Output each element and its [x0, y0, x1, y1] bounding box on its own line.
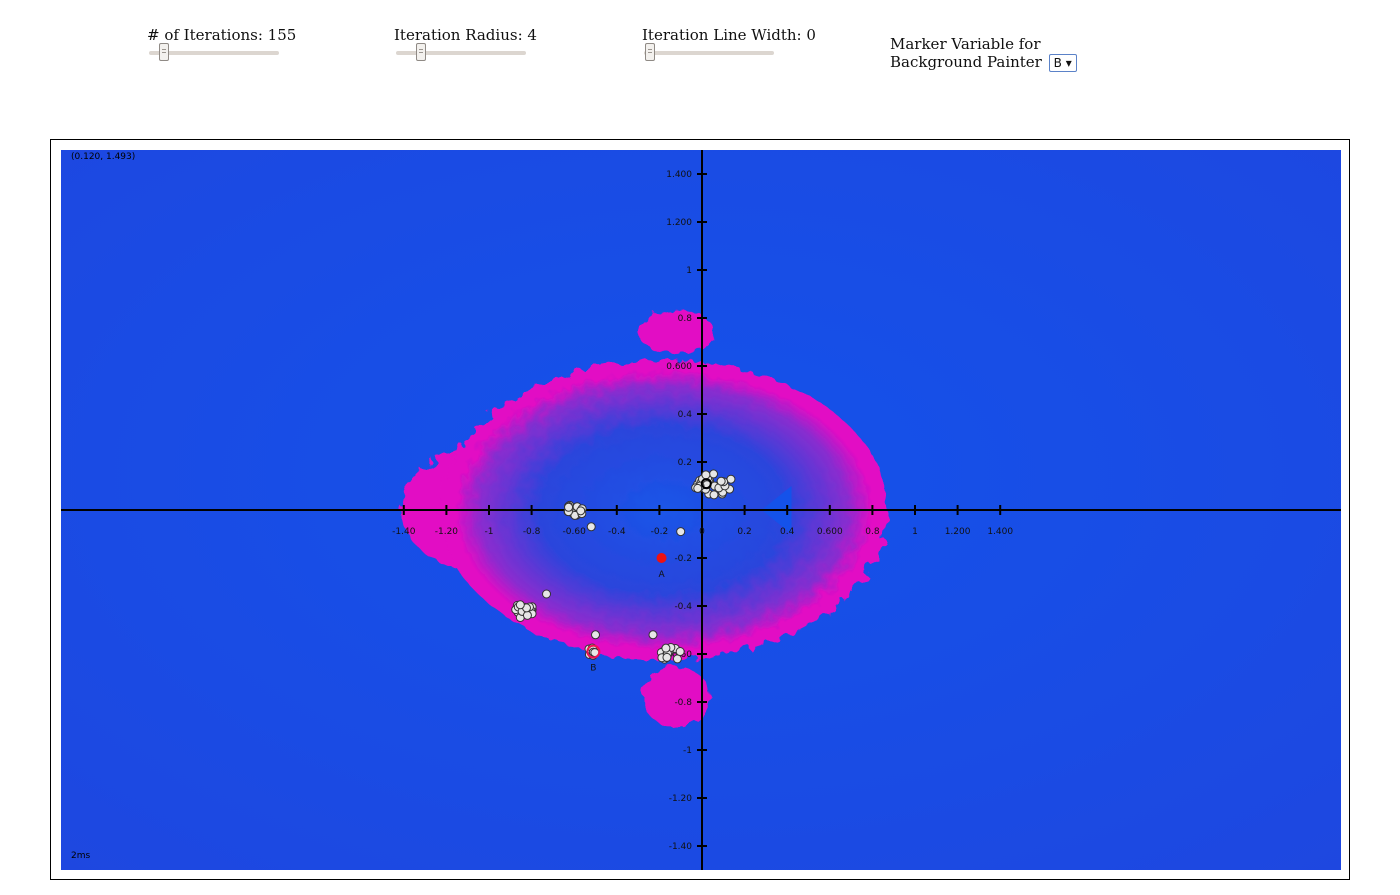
x-tick-label: 1.400: [987, 527, 1013, 537]
y-tick-label: -1: [683, 746, 692, 756]
line-width-slider-track[interactable]: [644, 51, 774, 55]
orbit-point: [649, 631, 657, 639]
iterations-slider[interactable]: [149, 49, 279, 57]
chevron-down-icon: ▾: [1066, 56, 1072, 70]
x-tick-label: 1.200: [945, 527, 971, 537]
y-tick-label: -0.4: [674, 602, 692, 612]
radius-slider-thumb[interactable]: [416, 43, 426, 61]
x-tick-label: -0.2: [651, 527, 669, 537]
orbit-point: [710, 491, 718, 499]
marker-a-dot[interactable]: [657, 553, 667, 563]
marker-control: Marker Variable for Background Painter B…: [890, 35, 1130, 72]
y-tick-label: 0.2: [678, 458, 692, 468]
x-tick-label: 0.4: [780, 527, 795, 537]
marker-select-value: B: [1054, 56, 1062, 70]
orbit-point: [702, 471, 710, 479]
orbit-point: [587, 523, 595, 531]
orbit-point: [592, 631, 600, 639]
line-width-slider[interactable]: [644, 49, 774, 57]
marker-select[interactable]: B ▾: [1049, 54, 1077, 72]
x-tick-label: 0: [699, 527, 705, 537]
y-tick-label: -0.2: [674, 554, 692, 564]
x-tick-label: -0.8: [523, 527, 541, 537]
orbit-point: [673, 655, 681, 663]
y-tick-label: -1.20: [669, 794, 693, 804]
x-tick-label: -0.60: [563, 527, 587, 537]
y-tick-label: 0.8: [678, 314, 693, 324]
y-tick-label: -1.40: [669, 842, 693, 852]
y-tick-label: 1.200: [666, 218, 692, 228]
orbit-point: [677, 528, 685, 536]
plot-frame: -1.40 -1.20 -1 -0.8 -0.60 -0.4 -0.2 0 0.2 0.4 0.60…: [50, 139, 1350, 880]
orbit-point: [516, 601, 524, 609]
orbit-point: [717, 477, 725, 485]
marker-label: B: [590, 664, 596, 674]
y-tick-label: 1: [686, 266, 692, 276]
marker-label: A: [658, 570, 665, 580]
radius-slider[interactable]: [396, 49, 526, 57]
x-tick-label: 0.8: [865, 527, 880, 537]
coordinate-readout: (0.120, 1.493): [71, 152, 135, 162]
orbit-point: [565, 503, 573, 511]
x-tick-label: -0.4: [608, 527, 626, 537]
x-tick-label: -1: [485, 527, 494, 537]
x-tick-label: 0.600: [817, 527, 843, 537]
orbit-point: [710, 470, 718, 478]
iterations-slider-thumb[interactable]: [159, 43, 169, 61]
iterations-label: # of Iterations: 155: [147, 26, 296, 44]
render-time: 2ms: [71, 851, 90, 861]
x-tick-label: 1: [912, 527, 918, 537]
y-tick-label: 0.4: [678, 410, 693, 420]
mandelbrot-canvas[interactable]: -1.40 -1.20 -1 -0.8 -0.60 -0.4 -0.2 0 0.2 0.4 0.60…: [61, 150, 1341, 870]
line-width-label: Iteration Line Width: 0: [642, 26, 816, 44]
marker-label: Marker Variable for Background Painter: [890, 35, 1042, 71]
iterations-control: # of Iterations: 155: [147, 26, 296, 57]
orbit-point: [694, 484, 702, 492]
line-width-control: Iteration Line Width: 0: [642, 26, 816, 57]
radius-control: Iteration Radius: 4: [394, 26, 537, 57]
radius-label: Iteration Radius: 4: [394, 26, 537, 44]
orbit-point: [663, 653, 671, 661]
orbit-point: [543, 590, 551, 598]
orbit-point: [676, 648, 684, 656]
x-tick-label: -1.40: [392, 527, 416, 537]
orbit-point: [727, 475, 735, 483]
orbit-point: [577, 507, 585, 515]
x-tick-label: 0.2: [737, 527, 751, 537]
orbit-point: [662, 644, 670, 652]
x-tick-label: -1.20: [435, 527, 459, 537]
y-tick-label: 1.400: [666, 170, 692, 180]
y-tick-label: 0.600: [666, 362, 692, 372]
orbit-point: [523, 611, 531, 619]
line-width-slider-thumb[interactable]: [645, 43, 655, 61]
y-tick-label: -0.8: [674, 698, 692, 708]
